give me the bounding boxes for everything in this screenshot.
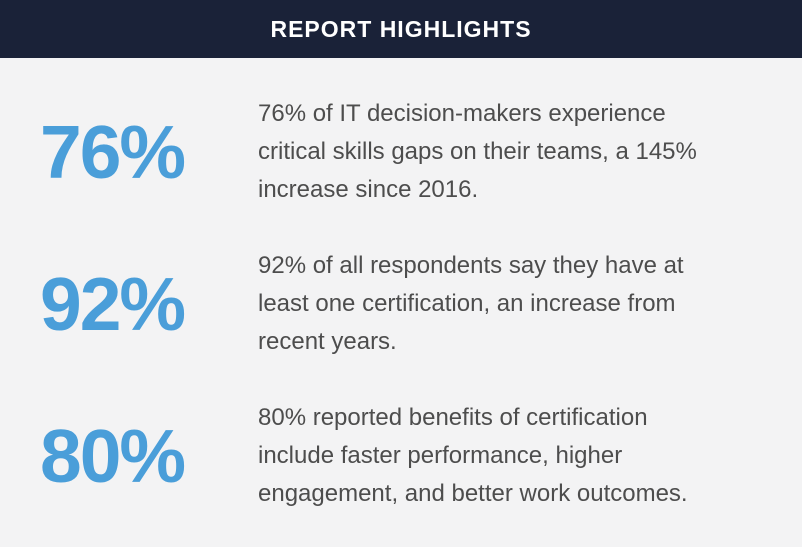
- stat-description-line: 76% of IT decision-makers experience: [258, 100, 666, 127]
- stat-description-line: critical skills gaps on their teams, a 1…: [258, 138, 697, 165]
- stat-description-line: increase since 2016.: [258, 176, 479, 203]
- stat-description-line: 92% of all respondents say they have at: [258, 252, 684, 279]
- stat-description-line: 80% reported benefits of certification: [258, 404, 648, 431]
- stat-value-76: 76%: [40, 109, 186, 194]
- stat-description-line: include faster performance, higher: [258, 442, 623, 469]
- stat-row-certification-benefits: 80% 80% reported benefits of certificati…: [0, 399, 802, 513]
- stat-description-80: 80% reported benefits of certification i…: [258, 399, 778, 513]
- stat-value-80: 80%: [40, 413, 186, 498]
- stat-value-92: 92%: [40, 261, 186, 346]
- stat-row-skills-gap: 76% 76% of IT decision-makers experience…: [0, 95, 802, 209]
- stat-description-line: least one certification, an increase fro…: [258, 290, 676, 317]
- stat-description-line: recent years.: [258, 328, 397, 355]
- stat-description-76: 76% of IT decision-makers experience cri…: [258, 95, 778, 209]
- stat-description-line: engagement, and better work outcomes.: [258, 480, 688, 507]
- highlights-content: 76% 76% of IT decision-makers experience…: [0, 58, 802, 513]
- stat-description-92: 92% of all respondents say they have at …: [258, 247, 778, 361]
- page-title: REPORT HIGHLIGHTS: [270, 15, 532, 42]
- report-highlights-header: REPORT HIGHLIGHTS: [0, 0, 802, 58]
- stat-row-certification-rate: 92% 92% of all respondents say they have…: [0, 247, 802, 361]
